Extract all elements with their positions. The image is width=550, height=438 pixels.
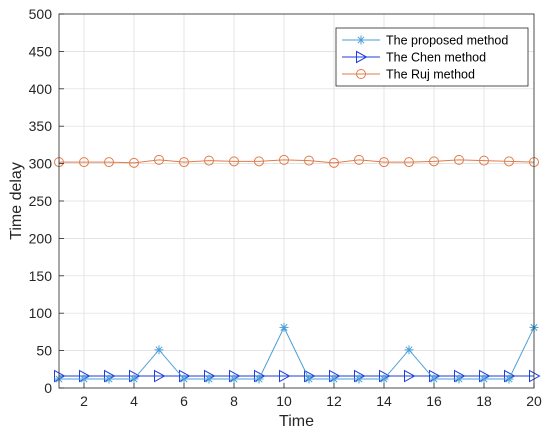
y-tick-label: 300 — [29, 156, 53, 172]
data-point — [79, 374, 89, 384]
y-tick-label: 50 — [36, 343, 52, 359]
data-point — [354, 374, 364, 384]
legend-label: The Ruj method — [386, 68, 475, 82]
x-tick-label: 16 — [426, 393, 442, 409]
x-tick-label: 6 — [180, 393, 188, 409]
x-tick-label: 20 — [526, 393, 542, 409]
y-tick-label: 0 — [44, 380, 52, 396]
data-point — [254, 374, 264, 384]
y-tick-label: 400 — [29, 81, 53, 97]
data-point — [179, 374, 189, 384]
data-point — [404, 157, 414, 168]
data-point — [104, 374, 114, 384]
data-point — [304, 155, 314, 166]
data-point — [329, 374, 339, 384]
legend-marker — [356, 69, 366, 79]
data-point — [129, 157, 139, 168]
legend-item: The Chen method — [342, 51, 486, 65]
data-point — [229, 374, 239, 384]
data-point — [329, 157, 339, 168]
y-tick-label: 100 — [29, 305, 53, 321]
x-tick-label: 2 — [80, 393, 88, 409]
data-point — [104, 157, 114, 168]
data-point — [429, 374, 439, 384]
y-tick-label: 200 — [29, 230, 53, 246]
ticks: 2 4 6 8 10 12 14 16 18 20050100150200250300350400… — [29, 6, 542, 409]
data-point — [404, 369, 416, 383]
data-point — [79, 157, 89, 168]
data-point — [179, 157, 189, 168]
data-point — [229, 156, 239, 167]
x-tick-label: 10 — [276, 393, 292, 409]
series-layer — [54, 154, 541, 384]
legend: The proposed method The Chen method The Ru… — [335, 27, 529, 87]
data-point — [379, 157, 389, 168]
data-point — [379, 374, 389, 384]
data-point — [504, 374, 514, 384]
data-point — [479, 374, 489, 384]
data-point — [479, 155, 489, 166]
data-point — [204, 155, 214, 166]
data-point — [429, 156, 439, 167]
legend-item: The Ruj method — [342, 68, 475, 82]
data-point — [254, 156, 264, 167]
data-point — [154, 345, 164, 355]
series-2 — [54, 154, 539, 168]
legend-label: The Chen method — [386, 51, 486, 65]
data-point — [404, 345, 414, 355]
data-point — [454, 374, 464, 384]
legend-marker — [356, 50, 368, 64]
data-point — [154, 369, 166, 383]
y-tick-label: 450 — [29, 43, 53, 59]
x-tick-label: 8 — [230, 393, 238, 409]
data-point — [154, 154, 164, 165]
legend-marker — [356, 35, 366, 45]
data-point — [279, 322, 289, 332]
data-point — [279, 154, 289, 165]
y-axis-title: Time delay — [8, 162, 25, 240]
data-point — [304, 374, 314, 384]
y-tick-label: 250 — [29, 193, 53, 209]
legend-label: The proposed method — [386, 34, 508, 48]
data-point — [504, 156, 514, 167]
data-point — [279, 369, 291, 383]
data-point — [204, 374, 214, 384]
data-point — [529, 369, 541, 383]
y-tick-label: 500 — [29, 6, 53, 22]
x-tick-label: 14 — [376, 393, 392, 409]
x-tick-label: 4 — [130, 393, 138, 409]
y-tick-label: 350 — [29, 118, 53, 134]
series-0 — [54, 322, 539, 384]
data-point — [354, 154, 364, 165]
y-tick-label: 150 — [29, 268, 53, 284]
x-axis-title: Time — [279, 413, 314, 430]
legend-item: The proposed method — [342, 34, 508, 48]
data-point — [129, 374, 139, 384]
x-tick-label: 12 — [326, 393, 342, 409]
data-point — [454, 154, 464, 165]
x-tick-label: 18 — [476, 393, 492, 409]
